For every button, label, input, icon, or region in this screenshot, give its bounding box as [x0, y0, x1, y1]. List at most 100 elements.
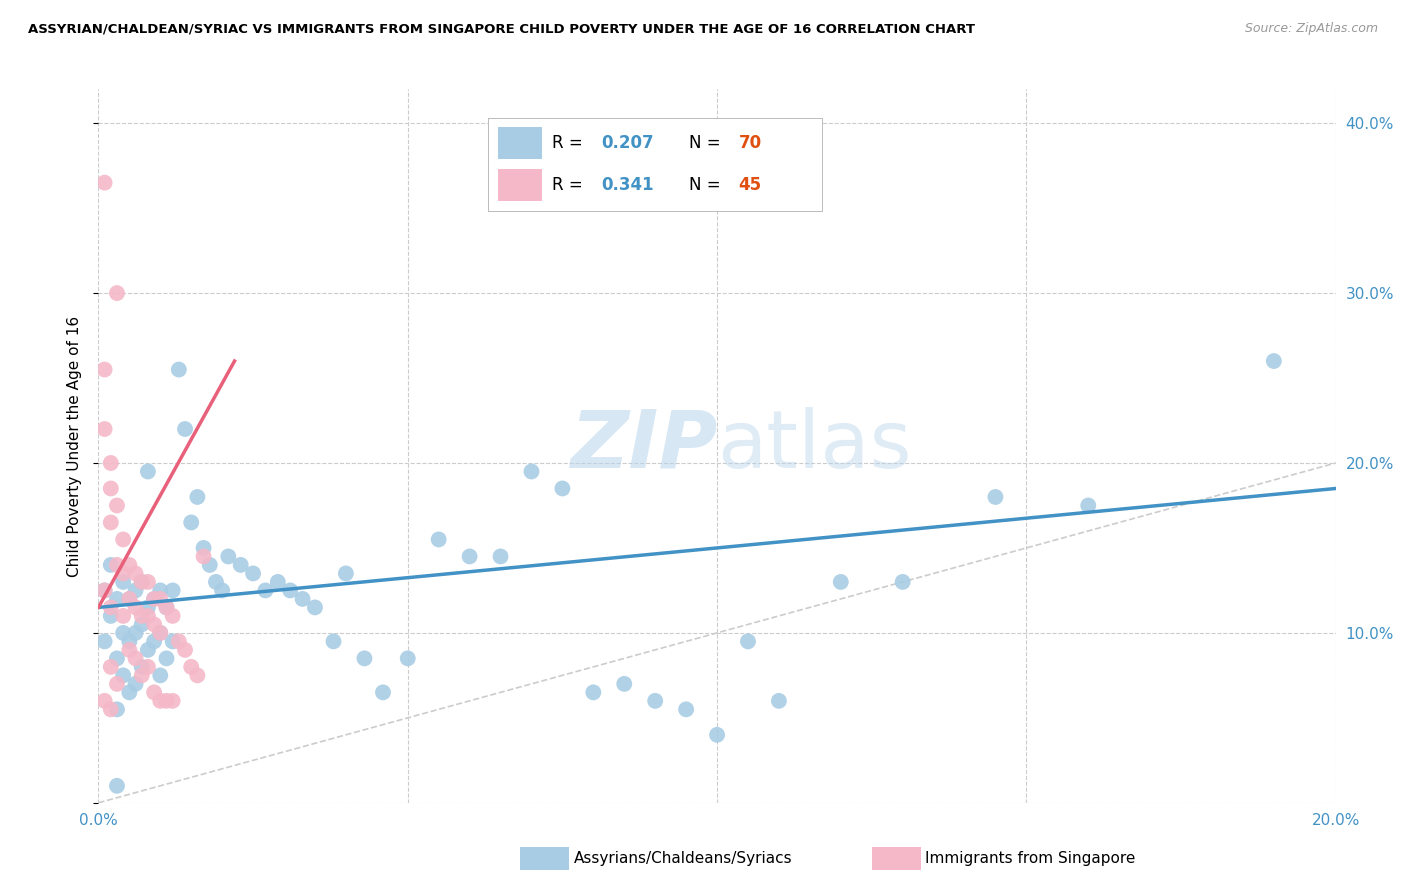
Point — [93, 422, 115, 436]
Point — [180, 660, 202, 674]
Point — [118, 634, 141, 648]
Point — [124, 600, 146, 615]
Point — [105, 499, 128, 513]
Point — [131, 617, 153, 632]
Point — [186, 490, 208, 504]
Point — [551, 482, 574, 496]
Point — [105, 677, 128, 691]
Point — [131, 668, 153, 682]
Point — [143, 591, 166, 606]
Point — [458, 549, 481, 564]
Point — [1077, 499, 1099, 513]
Point — [613, 677, 636, 691]
Point — [131, 608, 153, 623]
Point — [174, 422, 197, 436]
Point — [136, 643, 159, 657]
Point — [162, 583, 184, 598]
Point — [155, 651, 177, 665]
Point — [93, 694, 115, 708]
Point — [162, 694, 184, 708]
Point — [167, 634, 190, 648]
Point — [112, 626, 135, 640]
Point — [131, 574, 153, 589]
Point — [105, 558, 128, 572]
Point — [371, 685, 394, 699]
Point — [174, 643, 197, 657]
Point — [131, 660, 153, 674]
Point — [254, 583, 277, 598]
Point — [291, 591, 314, 606]
Point — [198, 558, 221, 572]
Point — [136, 574, 159, 589]
Point — [118, 591, 141, 606]
Point — [112, 566, 135, 581]
Point — [149, 591, 172, 606]
Point — [891, 574, 914, 589]
Point — [112, 668, 135, 682]
Text: ASSYRIAN/CHALDEAN/SYRIAC VS IMMIGRANTS FROM SINGAPORE CHILD POVERTY UNDER THE AG: ASSYRIAN/CHALDEAN/SYRIAC VS IMMIGRANTS F… — [28, 22, 976, 36]
Point — [143, 591, 166, 606]
Point — [105, 286, 128, 301]
Point — [149, 626, 172, 640]
Point — [706, 728, 728, 742]
Point — [489, 549, 512, 564]
Point — [136, 600, 159, 615]
Point — [93, 176, 115, 190]
Point — [112, 608, 135, 623]
Point — [737, 634, 759, 648]
Point — [582, 685, 605, 699]
Point — [229, 558, 252, 572]
Point — [136, 608, 159, 623]
Point — [100, 608, 122, 623]
Point — [211, 583, 233, 598]
Point — [131, 574, 153, 589]
Point — [278, 583, 301, 598]
Point — [112, 533, 135, 547]
Point — [155, 600, 177, 615]
Point — [520, 465, 543, 479]
Point — [267, 574, 290, 589]
Point — [124, 583, 146, 598]
Text: Immigrants from Singapore: Immigrants from Singapore — [925, 852, 1136, 866]
Point — [124, 626, 146, 640]
Point — [186, 668, 208, 682]
Point — [105, 651, 128, 665]
Point — [193, 549, 215, 564]
Point — [100, 600, 122, 615]
Point — [93, 583, 115, 598]
Point — [143, 617, 166, 632]
Point — [193, 541, 215, 555]
Point — [984, 490, 1007, 504]
Point — [93, 634, 115, 648]
Point — [830, 574, 852, 589]
Point — [205, 574, 228, 589]
Point — [93, 362, 115, 376]
Point — [118, 643, 141, 657]
Point — [143, 685, 166, 699]
Text: Source: ZipAtlas.com: Source: ZipAtlas.com — [1244, 22, 1378, 36]
Point — [93, 583, 115, 598]
Point — [162, 634, 184, 648]
Point — [112, 574, 135, 589]
Point — [149, 668, 172, 682]
Text: atlas: atlas — [717, 407, 911, 485]
Point — [149, 583, 172, 598]
Point — [136, 660, 159, 674]
Point — [304, 600, 326, 615]
Point — [180, 516, 202, 530]
Point — [155, 694, 177, 708]
Point — [105, 779, 128, 793]
Point — [105, 591, 128, 606]
Point — [118, 591, 141, 606]
Point — [105, 702, 128, 716]
Point — [143, 634, 166, 648]
Point — [124, 677, 146, 691]
Point — [124, 651, 146, 665]
Point — [100, 516, 122, 530]
Point — [335, 566, 357, 581]
Point — [162, 608, 184, 623]
Point — [149, 694, 172, 708]
Point — [100, 660, 122, 674]
Point — [217, 549, 239, 564]
Point — [118, 558, 141, 572]
